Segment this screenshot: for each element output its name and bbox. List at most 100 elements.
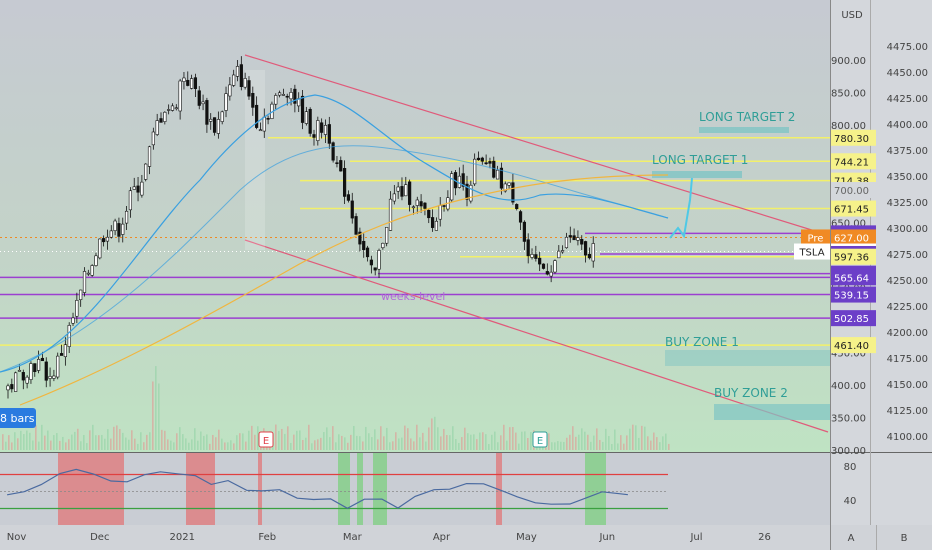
- price-tag-prefix-bg: [801, 229, 830, 246]
- candle-body: [102, 238, 106, 243]
- volume-bar: [566, 437, 568, 450]
- weeks-level-label: weeks level: [381, 290, 445, 303]
- volume-bar: [665, 433, 667, 450]
- volume-bar: [47, 430, 49, 450]
- candle-body: [304, 111, 308, 124]
- candle-body: [388, 198, 393, 231]
- volume-bar: [161, 429, 163, 450]
- rsi-line: [6, 468, 628, 509]
- volume-bar: [68, 439, 70, 450]
- earnings-marker-2[interactable]: E: [537, 436, 543, 447]
- volume-bar: [5, 441, 7, 450]
- bars-badge[interactable]: 8 bars: [0, 412, 35, 425]
- volume-bar: [179, 427, 181, 450]
- volume-bar: [461, 437, 463, 450]
- candle-body: [155, 120, 159, 135]
- right-axis-tick: 4125.00: [887, 406, 928, 417]
- candle-body: [415, 199, 419, 206]
- volume-bar: [293, 434, 295, 450]
- volume-bar: [143, 442, 145, 450]
- volume-bar: [485, 434, 487, 450]
- candle-body: [79, 289, 83, 300]
- candle-body: [109, 230, 113, 238]
- volume-bar: [245, 441, 247, 450]
- price-tag-prefix: Pre: [808, 233, 824, 244]
- right-axis-tick: 4300.00: [887, 224, 928, 235]
- candle-body: [232, 74, 236, 86]
- earnings-marker-2-bg[interactable]: [532, 431, 548, 448]
- candle-body: [121, 223, 125, 235]
- candle-body: [56, 355, 60, 378]
- candle-body: [262, 116, 266, 132]
- candle-body: [44, 361, 48, 381]
- volume-bar: [311, 443, 313, 450]
- volume-bar: [470, 434, 472, 450]
- candle-body: [541, 263, 546, 269]
- volume-bar: [521, 431, 523, 450]
- volume-bar: [338, 434, 340, 450]
- candle-body: [308, 108, 312, 134]
- volume-bar: [395, 432, 397, 450]
- price-tag-label: 461.40: [834, 341, 869, 352]
- x-axis-label: Feb: [258, 532, 276, 543]
- volume-bar: [257, 426, 259, 450]
- price-tag-label: 565.64: [834, 273, 869, 284]
- volume-bar: [335, 442, 337, 450]
- left-axis-tick: 350.00: [831, 414, 866, 425]
- earnings-marker[interactable]: E: [263, 436, 269, 447]
- volume-bar: [341, 435, 343, 450]
- rsi-band: [186, 453, 215, 525]
- volume-bar: [359, 436, 361, 450]
- candle-body: [209, 118, 213, 122]
- bars-badge-bg[interactable]: [0, 408, 36, 428]
- candle-body: [293, 88, 297, 104]
- volume-bar: [596, 428, 598, 450]
- volume-bar: [593, 435, 595, 450]
- right-axis-bg[interactable]: [870, 0, 932, 525]
- candle-body: [392, 193, 396, 202]
- candle-body: [518, 211, 523, 223]
- x-axis-labels: Nov Dec 2021 Feb Mar Apr May Jun Jul 26: [7, 532, 771, 543]
- panel-label-b[interactable]: B: [901, 533, 908, 544]
- x-axis-label: 2021: [170, 532, 195, 543]
- volume-bar: [578, 434, 580, 450]
- candle-body: [132, 186, 136, 190]
- volume-bar: [137, 443, 139, 450]
- price-tag-bg: [831, 129, 876, 146]
- volume-bar: [581, 428, 583, 450]
- candle-body: [461, 173, 465, 187]
- candle-body: [365, 247, 370, 258]
- price-tag-bg: [831, 248, 876, 265]
- volume-bar: [185, 438, 187, 450]
- volume-bar: [23, 434, 25, 450]
- volume-bar: [446, 435, 448, 450]
- time-axis-bg[interactable]: [0, 525, 932, 550]
- volume-bar: [326, 427, 328, 450]
- price-tag-bg: [831, 182, 876, 198]
- right-axis-tick: 4100.00: [887, 432, 928, 443]
- ma-slow: [19, 174, 669, 406]
- panel-label-a[interactable]: A: [848, 533, 855, 544]
- volume-bar: [638, 437, 640, 450]
- volume-bar: [353, 425, 355, 450]
- candle-body: [255, 104, 259, 128]
- volume-bar: [107, 429, 109, 450]
- volume-bar: [26, 430, 28, 450]
- volume-bar: [176, 433, 178, 450]
- volume-bar: [56, 433, 58, 450]
- candle-body: [576, 237, 580, 241]
- buy-zone-1-fill: [665, 350, 830, 366]
- earnings-marker-bg[interactable]: [258, 431, 274, 448]
- candle-body: [385, 227, 389, 244]
- volume-bar: [101, 434, 103, 450]
- candle-body: [285, 95, 289, 98]
- candle-body: [495, 169, 500, 180]
- candle-body: [33, 363, 37, 373]
- candle-body: [182, 77, 186, 82]
- volume-bar: [134, 438, 136, 450]
- candle-body: [36, 359, 41, 371]
- volume-bar: [374, 429, 376, 450]
- candle-body: [580, 239, 584, 245]
- candle-body: [186, 79, 190, 86]
